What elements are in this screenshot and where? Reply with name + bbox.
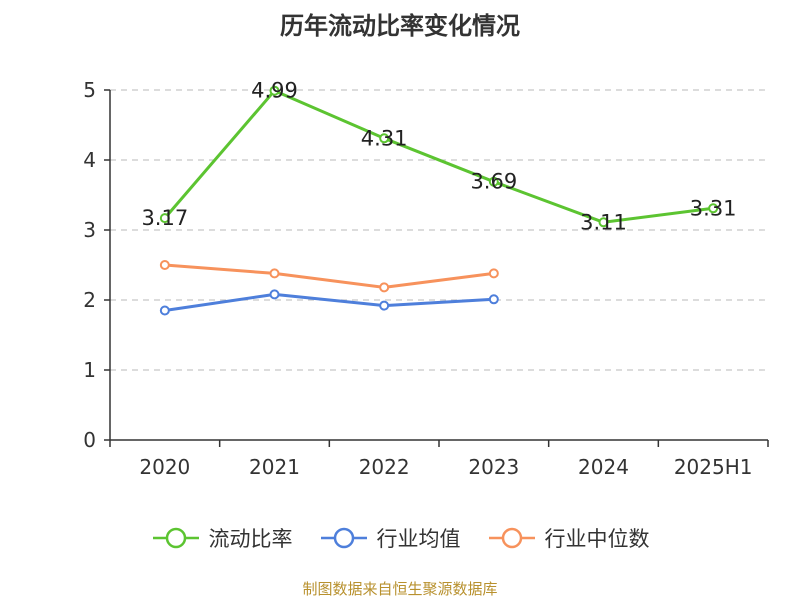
y-tick-label: 0 — [83, 428, 96, 452]
x-tick-label: 2022 — [359, 455, 410, 479]
legend-line-circle-icon — [320, 527, 367, 549]
chart-title: 历年流动比率变化情况 — [280, 12, 520, 40]
data-point — [488, 268, 499, 279]
data-label: 3.11 — [580, 210, 627, 234]
y-tick-label: 2 — [83, 288, 96, 312]
series-lines — [159, 85, 719, 316]
legend-item[interactable]: 流动比率 — [151, 523, 293, 553]
legend-item[interactable]: 行业中位数 — [487, 523, 650, 553]
data-point — [379, 300, 390, 311]
x-tick-label: 2024 — [578, 455, 629, 479]
y-tick-label: 3 — [83, 218, 96, 242]
data-point — [159, 260, 170, 270]
x-tick-label: 2021 — [249, 455, 300, 479]
source-note: 制图数据来自恒生聚源数据库 — [302, 580, 498, 598]
series-line — [163, 89, 714, 224]
data-point — [488, 176, 499, 187]
legend-label: 行业均值 — [376, 527, 461, 551]
data-point — [159, 213, 170, 224]
legend-line-circle-icon — [488, 527, 535, 549]
data-point — [269, 289, 280, 300]
data-label: 3.17 — [141, 206, 188, 230]
data-point — [269, 268, 280, 279]
data-point — [708, 203, 719, 214]
series-line — [164, 263, 495, 289]
legend-label: 流动比率 — [208, 527, 293, 551]
data-label: 3.69 — [470, 170, 517, 194]
data-label: 4.31 — [361, 126, 408, 150]
y-tick-label: 5 — [83, 78, 96, 102]
data-point — [159, 305, 170, 316]
data-point — [379, 133, 390, 144]
data-point — [598, 217, 609, 228]
x-tick-label: 2025H1 — [674, 455, 753, 479]
grid-lines — [110, 89, 768, 371]
axes: 0 1 2 3 4 5 2020 2021 2022 2023 2024 2025H1 — [83, 78, 769, 479]
y-tick-label: 1 — [83, 358, 96, 382]
data-label: 4.99 — [251, 79, 298, 103]
legend: 流动比率 行业均值 行业中位数 — [0, 518, 800, 558]
x-tick-label: 2020 — [139, 455, 190, 479]
legend-label: 行业中位数 — [544, 527, 650, 551]
y-tick-label: 4 — [83, 148, 96, 172]
x-tick-label: 2023 — [468, 455, 519, 479]
legend-line-circle-icon — [152, 527, 199, 549]
series-line — [164, 292, 494, 312]
data-labels: 3.17 4.99 4.31 3.69 3.11 3.31 — [141, 79, 736, 235]
data-point — [269, 85, 280, 96]
legend-item[interactable]: 行业均值 — [319, 523, 461, 553]
data-label: 3.31 — [690, 196, 737, 220]
data-point — [488, 294, 499, 305]
data-point — [379, 282, 390, 293]
